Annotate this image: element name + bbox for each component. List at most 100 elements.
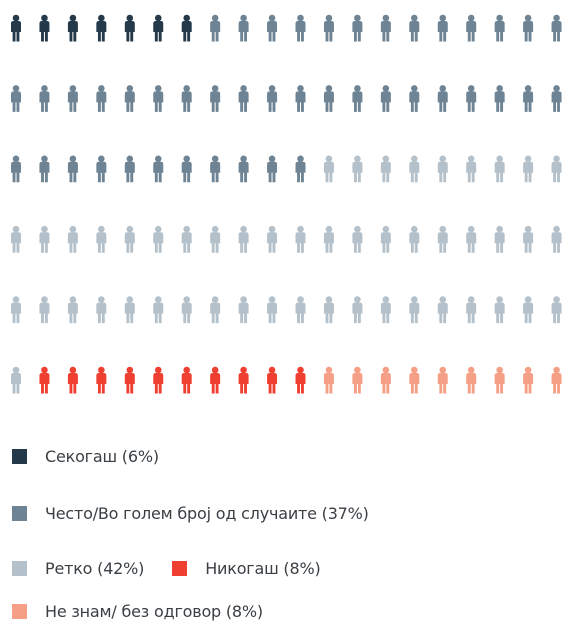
legend-label-dont-know: Не знам/ без одговор (8%)	[45, 602, 263, 621]
person-icon	[409, 14, 420, 42]
person-icon	[466, 296, 477, 324]
person-icon	[11, 296, 21, 324]
person-icon	[494, 14, 505, 42]
person-icon	[551, 85, 562, 112]
legend-label-rarely: Ретко (42%)	[45, 559, 145, 578]
person-icon	[238, 14, 249, 42]
person-icon	[523, 14, 534, 42]
person-icon	[494, 85, 505, 112]
person-icon	[551, 366, 562, 394]
person-icon	[11, 366, 21, 394]
person-icon	[153, 366, 164, 394]
person-icon	[466, 225, 477, 253]
person-icon	[380, 296, 391, 324]
person-icon	[551, 296, 562, 324]
person-icon	[210, 85, 221, 112]
legend-swatch-always	[12, 449, 27, 464]
person-icon	[323, 85, 334, 112]
person-icon	[96, 366, 107, 394]
person-icon	[67, 85, 78, 112]
person-icon	[409, 155, 420, 183]
person-icon	[380, 225, 391, 253]
legend-item-rarely: Ретко (42%)	[12, 559, 144, 578]
person-icon	[210, 366, 221, 394]
person-icon	[380, 14, 391, 42]
person-icon	[437, 155, 448, 183]
person-icon	[323, 155, 334, 183]
person-icon	[96, 225, 107, 253]
person-icon	[551, 14, 562, 42]
person-icon	[380, 85, 391, 112]
person-icon	[466, 85, 477, 112]
person-icon	[210, 155, 221, 183]
legend-item-often: Често/Во голем број од случаите (37%)	[12, 504, 369, 523]
person-icon	[238, 155, 249, 183]
person-icon	[323, 225, 334, 253]
person-icon	[39, 85, 50, 112]
person-icon	[11, 225, 21, 253]
person-icon	[96, 296, 107, 324]
legend-label-often: Често/Во голем број од случаите (37%)	[45, 504, 369, 523]
person-icon	[39, 366, 50, 394]
person-icon	[437, 14, 448, 42]
person-icon	[96, 85, 107, 112]
person-icon	[380, 155, 391, 183]
person-icon	[124, 155, 135, 183]
person-icon	[352, 14, 363, 42]
person-icon	[323, 14, 334, 42]
person-icon	[39, 14, 50, 42]
person-icon	[380, 366, 391, 394]
legend-row-3: Ретко (42%) Никогаш (8%)	[12, 559, 321, 578]
person-icon	[181, 155, 192, 183]
legend-label-never: Никогаш (8%)	[205, 559, 321, 578]
person-icon	[267, 14, 278, 42]
person-icon	[238, 366, 249, 394]
person-icon	[124, 366, 135, 394]
person-icon	[295, 14, 306, 42]
person-icon	[210, 14, 221, 42]
person-icon	[67, 155, 78, 183]
person-icon	[466, 14, 477, 42]
person-icon	[210, 296, 221, 324]
person-icon	[11, 155, 21, 183]
person-icon	[551, 155, 562, 183]
legend-row-2: Често/Во голем број од случаите (37%)	[12, 504, 369, 523]
person-icon	[181, 85, 192, 112]
person-icon	[181, 366, 192, 394]
person-icon	[409, 366, 420, 394]
person-icon	[466, 155, 477, 183]
person-icon	[295, 366, 306, 394]
legend-item-dont-know: Не знам/ без одговор (8%)	[12, 602, 263, 621]
person-icon	[437, 85, 448, 112]
person-icon	[181, 14, 192, 42]
legend-swatch-never	[172, 561, 188, 576]
person-icon	[409, 225, 420, 253]
person-icon	[11, 14, 21, 42]
person-icon	[523, 225, 534, 253]
person-icon	[494, 155, 505, 183]
person-icon	[352, 296, 363, 324]
legend-label-always: Секогаш (6%)	[45, 447, 159, 466]
person-icon	[181, 296, 192, 324]
person-icon	[153, 225, 164, 253]
person-icon	[295, 85, 306, 112]
person-icon	[494, 225, 505, 253]
person-icon	[437, 225, 448, 253]
person-icon	[523, 296, 534, 324]
person-icon	[523, 366, 534, 394]
person-icon	[267, 225, 278, 253]
person-icon	[238, 85, 249, 112]
person-icon	[238, 225, 249, 253]
person-icon	[523, 85, 534, 112]
person-icon	[39, 296, 50, 324]
person-icon	[124, 85, 135, 112]
person-icon	[153, 155, 164, 183]
legend-swatch-often	[12, 506, 27, 521]
person-icon	[238, 296, 249, 324]
person-icon	[494, 366, 505, 394]
pictogram-chart	[11, 14, 562, 394]
person-icon	[466, 366, 477, 394]
person-icon	[267, 85, 278, 112]
person-icon	[67, 366, 78, 394]
person-icon	[124, 296, 135, 324]
